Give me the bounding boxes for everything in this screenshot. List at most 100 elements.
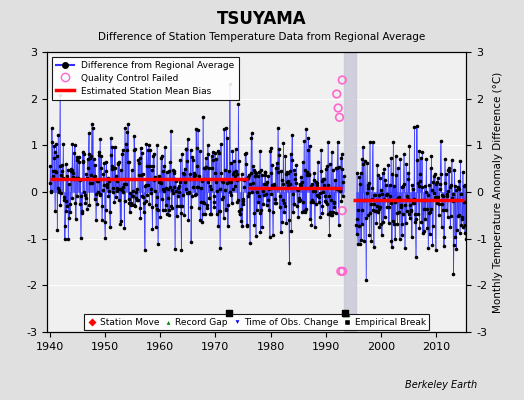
Point bbox=[323, 163, 331, 169]
Point bbox=[192, 126, 200, 132]
Point bbox=[322, 199, 330, 206]
Point bbox=[459, 224, 467, 230]
Point bbox=[158, 152, 166, 159]
Point bbox=[243, 175, 252, 182]
Point bbox=[125, 200, 134, 207]
Point bbox=[313, 182, 322, 189]
Point bbox=[224, 202, 233, 208]
Point bbox=[411, 211, 420, 218]
Point bbox=[47, 188, 55, 194]
Point bbox=[109, 185, 117, 192]
Point bbox=[415, 148, 423, 154]
Point bbox=[179, 191, 188, 198]
Point bbox=[228, 148, 237, 154]
Point bbox=[161, 184, 170, 191]
Point bbox=[100, 182, 108, 188]
Point bbox=[356, 170, 365, 176]
Point bbox=[146, 163, 154, 170]
Point bbox=[326, 212, 335, 218]
Point bbox=[118, 151, 126, 157]
Point bbox=[355, 241, 364, 247]
Point bbox=[329, 199, 337, 205]
Point bbox=[299, 208, 308, 214]
Point bbox=[385, 220, 393, 226]
Point bbox=[371, 207, 379, 214]
Point bbox=[241, 151, 249, 157]
Point bbox=[164, 194, 172, 201]
Point bbox=[281, 153, 289, 159]
Point bbox=[189, 157, 197, 163]
Point bbox=[157, 196, 166, 202]
Point bbox=[366, 210, 375, 216]
Point bbox=[52, 152, 61, 159]
Point bbox=[446, 224, 454, 230]
Point bbox=[167, 128, 175, 134]
Point bbox=[166, 184, 174, 190]
Point bbox=[302, 126, 310, 132]
Point bbox=[298, 178, 306, 185]
Point bbox=[271, 200, 279, 206]
Point bbox=[453, 184, 462, 190]
Point bbox=[113, 184, 121, 191]
Point bbox=[430, 171, 439, 177]
Point bbox=[226, 188, 234, 195]
Point bbox=[187, 204, 195, 210]
Point bbox=[409, 186, 417, 192]
Point bbox=[238, 201, 247, 208]
Point bbox=[278, 197, 287, 203]
Point bbox=[268, 162, 276, 168]
Point bbox=[253, 189, 261, 195]
Point bbox=[221, 187, 229, 193]
Point bbox=[135, 160, 143, 166]
Point bbox=[210, 199, 219, 206]
Point bbox=[321, 192, 329, 199]
Point bbox=[105, 208, 114, 215]
Point bbox=[157, 155, 166, 162]
Point bbox=[429, 179, 438, 186]
Point bbox=[154, 194, 162, 200]
Point bbox=[452, 187, 460, 194]
Point bbox=[185, 189, 193, 196]
Point bbox=[60, 236, 69, 243]
Point bbox=[110, 164, 118, 171]
Point bbox=[418, 149, 427, 156]
Point bbox=[216, 208, 225, 214]
Point bbox=[140, 246, 149, 253]
Point bbox=[181, 179, 189, 185]
Point bbox=[217, 178, 226, 184]
Point bbox=[212, 178, 220, 185]
Point bbox=[449, 270, 457, 277]
Point bbox=[396, 156, 405, 162]
Point bbox=[442, 171, 450, 177]
Point bbox=[134, 197, 142, 203]
Point bbox=[276, 192, 285, 199]
Point bbox=[320, 176, 328, 182]
Point bbox=[454, 213, 462, 220]
Point bbox=[416, 178, 424, 184]
Point bbox=[414, 211, 422, 218]
Point bbox=[239, 183, 248, 190]
Point bbox=[204, 151, 213, 157]
Point bbox=[330, 204, 339, 210]
Point bbox=[263, 179, 271, 185]
Point bbox=[226, 160, 235, 166]
Point bbox=[420, 206, 428, 212]
Point bbox=[395, 194, 403, 200]
Point bbox=[63, 203, 72, 209]
Point bbox=[215, 150, 223, 156]
Point bbox=[137, 145, 145, 152]
Point bbox=[282, 220, 290, 226]
Point bbox=[316, 167, 325, 174]
Point bbox=[319, 175, 327, 182]
Legend: Station Move, Record Gap, Time of Obs. Change, Empirical Break: Station Move, Record Gap, Time of Obs. C… bbox=[84, 314, 429, 330]
Point bbox=[248, 189, 256, 196]
Point bbox=[244, 174, 252, 180]
Point bbox=[167, 202, 176, 209]
Point bbox=[115, 159, 124, 166]
Point bbox=[201, 211, 209, 217]
Point bbox=[406, 215, 414, 222]
Point bbox=[121, 198, 129, 204]
Point bbox=[323, 211, 332, 217]
Point bbox=[67, 166, 75, 172]
Point bbox=[86, 153, 95, 160]
